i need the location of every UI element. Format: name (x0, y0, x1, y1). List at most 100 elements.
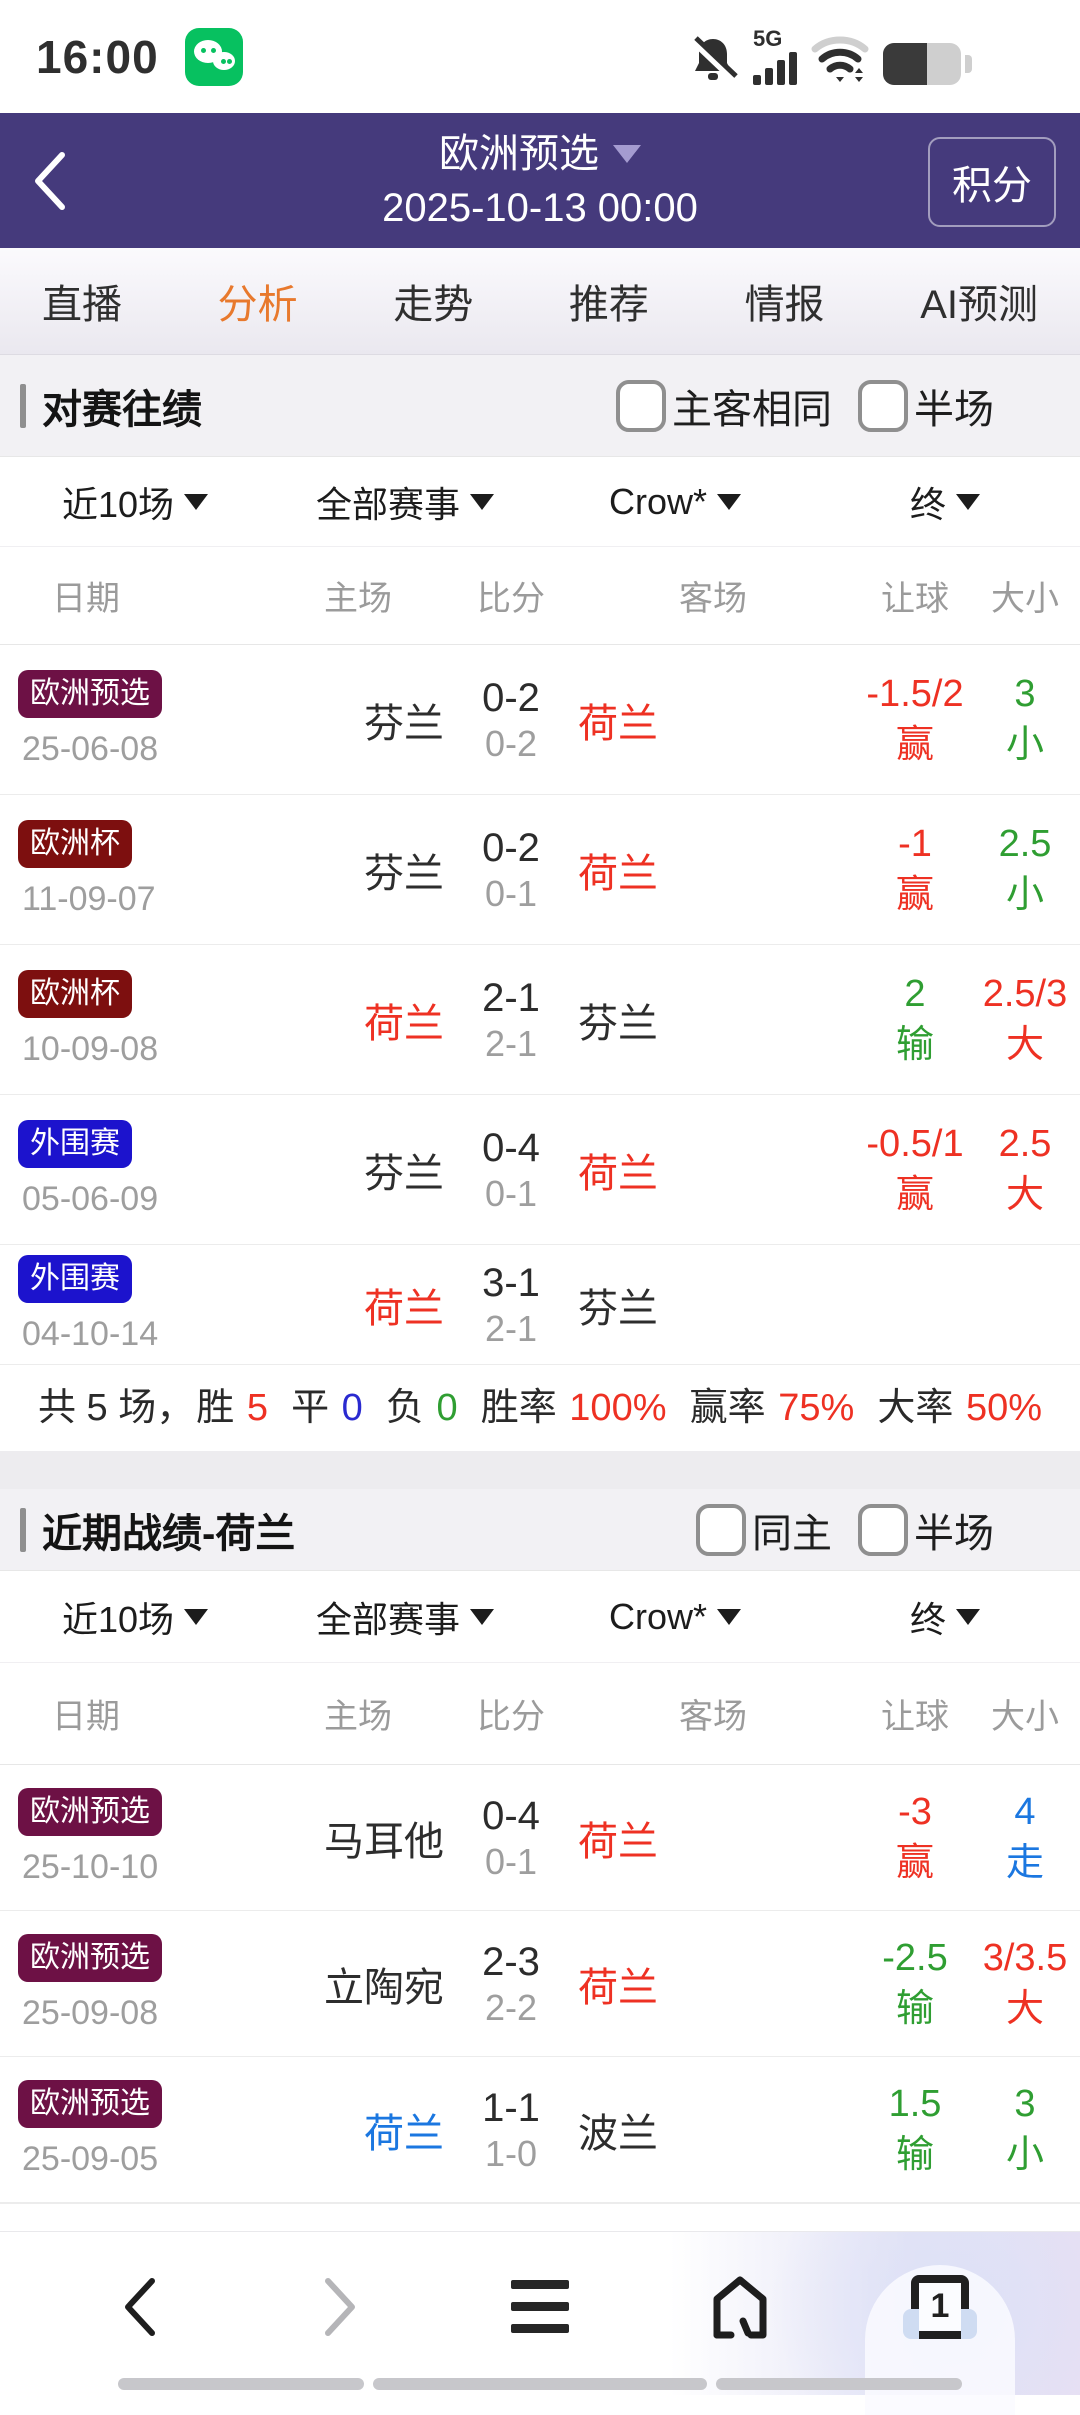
overunder-result: 大 (1005, 1024, 1044, 1067)
filter-competition[interactable]: 全部赛事 (270, 476, 540, 528)
gesture-bar[interactable] (0, 2378, 1080, 2390)
handicap-line: -3 (898, 1791, 932, 1834)
table-row[interactable]: 外围赛 04-10-14 荷兰 3-1 2-1 芬兰 (0, 1245, 1080, 1365)
tab-count-icon: 1 (903, 2274, 977, 2339)
overunder-line: 3 (1014, 2083, 1036, 2126)
overunder-line: 4 (1014, 1791, 1036, 1834)
tab-intel[interactable]: 情报 (744, 283, 825, 327)
full-time-score: 0-4 (482, 1125, 540, 1170)
full-time-score: 0-2 (482, 825, 540, 870)
overunder-line: 2.5 (998, 1122, 1052, 1165)
away-team: 荷兰 (578, 1965, 658, 2010)
app-header: 欧洲预选 2025-10-13 00:00 积分 (0, 113, 1080, 248)
notifications-muted-icon (690, 36, 738, 82)
page-title: 欧洲预选 (438, 131, 599, 176)
clock: 16:00 (36, 30, 159, 83)
overunder-result: 大 (1005, 1987, 1044, 2030)
league-badge: 外围赛 (18, 1255, 132, 1303)
half-time-score: 0-1 (484, 1840, 538, 1882)
filter-period[interactable]: 终 (810, 1591, 1080, 1643)
back-button[interactable] (18, 141, 82, 221)
filter-range[interactable]: 近10场 (0, 476, 270, 528)
filter-company[interactable]: Crow* (540, 481, 810, 523)
checkbox-same-venue[interactable]: 同主 (696, 1501, 832, 1559)
table-row[interactable]: 外围赛 05-06-09 芬兰 0-4 0-1 荷兰 -0.5/1 赢 2.5 大 (0, 1095, 1080, 1245)
tab-analysis[interactable]: 分析 (217, 283, 298, 327)
away-team: 荷兰 (578, 701, 658, 746)
section-title: 对赛往绩 (42, 387, 202, 432)
section-title: 近期战绩-荷兰 (42, 1511, 296, 1556)
home-team: 马耳他 (324, 1819, 444, 1864)
win-count: 5 (246, 1387, 268, 1429)
checkbox-half-time[interactable]: 半场 (858, 1501, 994, 1559)
handicap-result: 赢 (895, 874, 934, 917)
section-head-h2h: 对赛往绩 主客相同 半场 (0, 355, 1080, 457)
handicap-rate: 75% (778, 1387, 855, 1429)
status-bar: 16:00 5G (0, 0, 1080, 113)
home-team: 立陶宛 (324, 1965, 444, 2010)
battery-icon (883, 43, 961, 85)
home-team: 荷兰 (364, 1001, 444, 1046)
nav-menu-button[interactable] (480, 2247, 600, 2367)
match-selector[interactable]: 欧洲预选 (382, 130, 698, 178)
section-marker (20, 1507, 26, 1552)
table-row[interactable]: 欧洲杯 11-09-07 芬兰 0-2 0-1 荷兰 -1 赢 2.5 小 (0, 795, 1080, 945)
nav-back-button[interactable] (80, 2247, 200, 2367)
handicap-result: 输 (895, 1987, 934, 2030)
overunder-line: 3 (1014, 672, 1036, 715)
half-time-score: 0-1 (484, 872, 538, 914)
checkbox-icon[interactable] (616, 379, 666, 432)
overunder-result: 走 (1005, 1841, 1044, 1884)
tab-trend[interactable]: 走势 (393, 283, 474, 327)
section-head-recent-form: 近期战绩-荷兰 同主 半场 (0, 1489, 1080, 1571)
checkbox-icon[interactable] (858, 1503, 908, 1556)
home-team: 荷兰 (364, 2111, 444, 2156)
over-rate: 50% (965, 1387, 1042, 1429)
wifi-icon (811, 36, 869, 82)
checkbox-same-home-away[interactable]: 主客相同 (616, 377, 832, 435)
overunder-line: 2.5/3 (982, 972, 1068, 1015)
tab-live[interactable]: 直播 (42, 283, 122, 327)
h2h-summary: 共 5 场， 胜 5 平 0 负 0 胜率 100% 赢率 75% 大率 50% (0, 1365, 1080, 1451)
section-divider (0, 1451, 1080, 1489)
checkbox-icon[interactable] (696, 1503, 746, 1556)
filter-company[interactable]: Crow* (540, 1596, 810, 1638)
home-icon (713, 2276, 767, 2338)
handicap-result: 输 (895, 2133, 934, 2176)
checkbox-icon[interactable] (858, 379, 908, 432)
overunder-result: 大 (1005, 1174, 1044, 1217)
home-team: 芬兰 (364, 701, 444, 746)
draw-count: 0 (341, 1387, 363, 1429)
half-time-score: 0-1 (484, 1172, 538, 1214)
chevron-down-icon (470, 1608, 494, 1625)
filter-period[interactable]: 终 (810, 476, 1080, 528)
away-team: 荷兰 (578, 1151, 658, 1196)
table-row[interactable]: 欧洲预选 25-09-08 立陶宛 2-3 2-2 荷兰 -2.5 输 3/3.5 大 (0, 1911, 1080, 2057)
league-badge: 外围赛 (18, 1120, 132, 1168)
league-badge: 欧洲预选 (18, 1788, 162, 1836)
filter-competition[interactable]: 全部赛事 (270, 1591, 540, 1643)
full-time-score: 2-1 (482, 975, 540, 1020)
nav-home-button[interactable] (680, 2247, 800, 2367)
league-badge: 欧洲预选 (18, 1934, 162, 1982)
chevron-down-icon (717, 1608, 741, 1625)
standings-button[interactable]: 积分 (928, 137, 1056, 227)
tab-ai-predict[interactable]: AI预测 (920, 283, 1038, 327)
full-time-score: 0-2 (482, 675, 540, 720)
tab-recommend[interactable]: 推荐 (568, 283, 649, 327)
home-team: 芬兰 (364, 1151, 444, 1196)
checkbox-half-time[interactable]: 半场 (858, 377, 994, 435)
chevron-down-icon (184, 493, 209, 510)
nav-tabs-button[interactable]: 1 (865, 2247, 1015, 2415)
full-time-score: 1-1 (482, 2085, 540, 2130)
filter-range[interactable]: 近10场 (0, 1591, 270, 1643)
overunder-line: 2.5 (998, 822, 1052, 865)
cellular-signal-icon: 5G (753, 28, 797, 85)
lose-count: 0 (436, 1387, 458, 1429)
full-time-score: 0-4 (482, 1793, 540, 1838)
nav-forward-button[interactable] (280, 2247, 400, 2367)
